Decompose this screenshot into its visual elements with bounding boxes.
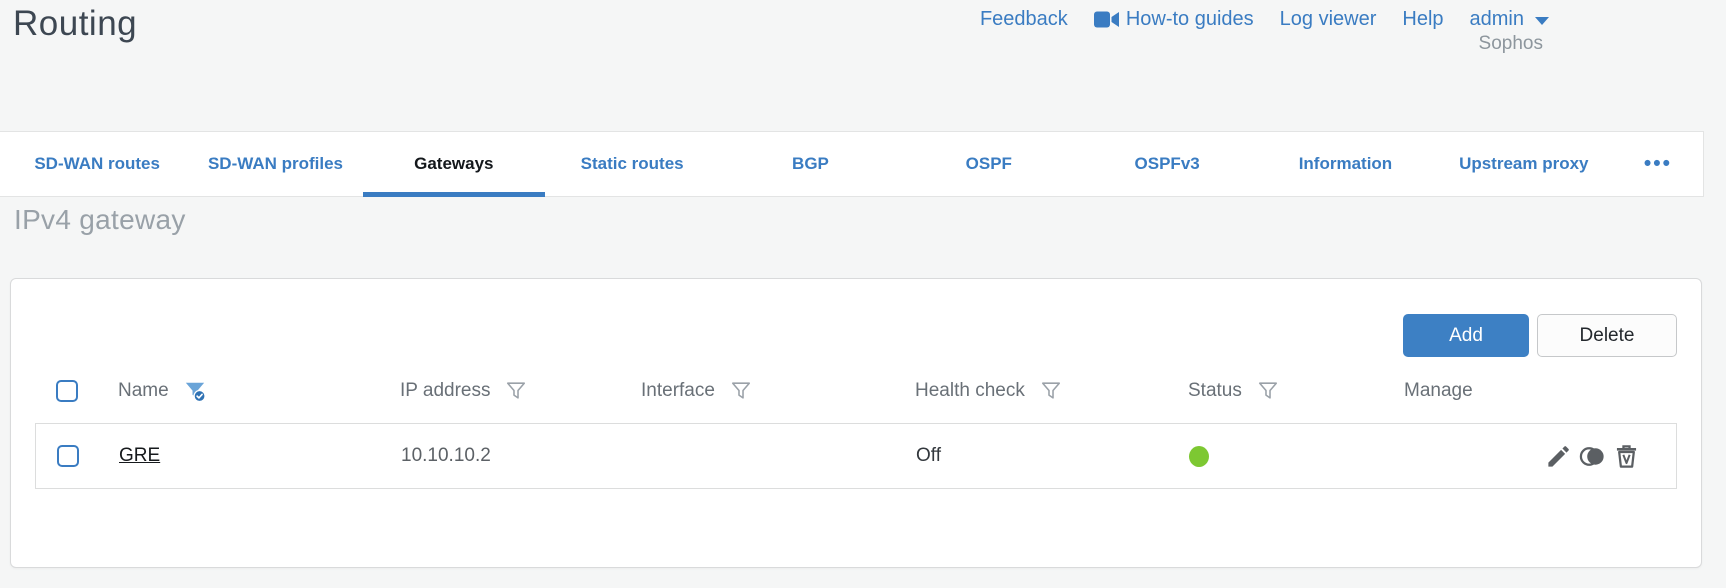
table-header-row: Name IP address Interface Health check — [35, 376, 1677, 406]
select-all-checkbox[interactable] — [56, 380, 78, 402]
delete-trash-icon[interactable] — [1613, 443, 1640, 470]
table-row-gre: GRE 10.10.10.2 Off — [36, 424, 1676, 488]
video-camera-icon — [1093, 11, 1119, 28]
tab-sd-wan-profiles[interactable]: SD-WAN profiles — [207, 154, 344, 173]
ipv4-gateway-card: Add Delete Name IP address Interface — [10, 278, 1702, 568]
row-checkbox[interactable] — [57, 445, 79, 467]
section-heading: IPv4 gateway — [14, 204, 186, 235]
tab-gateways[interactable]: Gateways — [365, 132, 543, 196]
howto-guides-link[interactable]: How-to guides — [1093, 8, 1254, 31]
user-menu[interactable]: admin — [1470, 8, 1549, 31]
column-header-status: Status — [1188, 380, 1242, 401]
top-nav: Feedback How-to guides Log viewer Help a… — [980, 8, 1549, 31]
filter-icon-health-check[interactable] — [1040, 380, 1062, 402]
tab-bgp[interactable]: BGP — [792, 154, 829, 173]
tab-ospfv3[interactable]: OSPFv3 — [1134, 154, 1200, 173]
tab-ospf[interactable]: OSPF — [965, 154, 1012, 173]
tab-static-routes[interactable]: Static routes — [580, 154, 684, 173]
tab-information[interactable]: Information — [1298, 154, 1393, 173]
log-viewer-link[interactable]: Log viewer — [1279, 8, 1377, 30]
tab-more-ellipsis[interactable]: ••• — [1643, 152, 1672, 175]
routing-tabbar: SD-WAN routes SD-WAN profiles Gateways S… — [0, 131, 1704, 197]
edit-icon[interactable] — [1545, 443, 1572, 470]
feedback-link[interactable]: Feedback — [979, 8, 1068, 30]
add-button[interactable]: Add — [1403, 314, 1529, 357]
help-link[interactable]: Help — [1402, 8, 1444, 30]
gateway-name-link[interactable]: GRE — [119, 445, 161, 466]
user-name: admin — [1469, 8, 1524, 30]
filter-icon-status[interactable] — [1257, 380, 1279, 402]
column-header-health-check: Health check — [915, 380, 1025, 401]
filter-icon-ip-address[interactable] — [505, 380, 527, 402]
page-title: Routing — [13, 4, 138, 43]
column-header-interface: Interface — [641, 380, 715, 401]
gateway-health-check: Off — [916, 445, 941, 466]
column-header-name: Name — [118, 380, 169, 401]
howto-guides-label: How-to guides — [1125, 8, 1254, 30]
chevron-down-icon — [1535, 17, 1549, 25]
gateway-ip-address: 10.10.10.2 — [401, 445, 491, 466]
tab-upstream-proxy[interactable]: Upstream proxy — [1459, 154, 1589, 173]
table-body: GRE 10.10.10.2 Off — [35, 423, 1677, 489]
delete-button[interactable]: Delete — [1537, 314, 1677, 357]
filter-icon-name-active[interactable] — [184, 380, 206, 402]
clone-icon[interactable] — [1579, 443, 1606, 470]
filter-icon-interface[interactable] — [730, 380, 752, 402]
column-header-manage: Manage — [1404, 380, 1473, 401]
brand-label: Sophos — [1478, 33, 1543, 54]
column-header-ip-address: IP address — [400, 380, 491, 401]
table-toolbar: Add Delete — [35, 314, 1677, 357]
tab-sd-wan-routes[interactable]: SD-WAN routes — [34, 154, 160, 173]
status-dot-green — [1189, 445, 1209, 467]
